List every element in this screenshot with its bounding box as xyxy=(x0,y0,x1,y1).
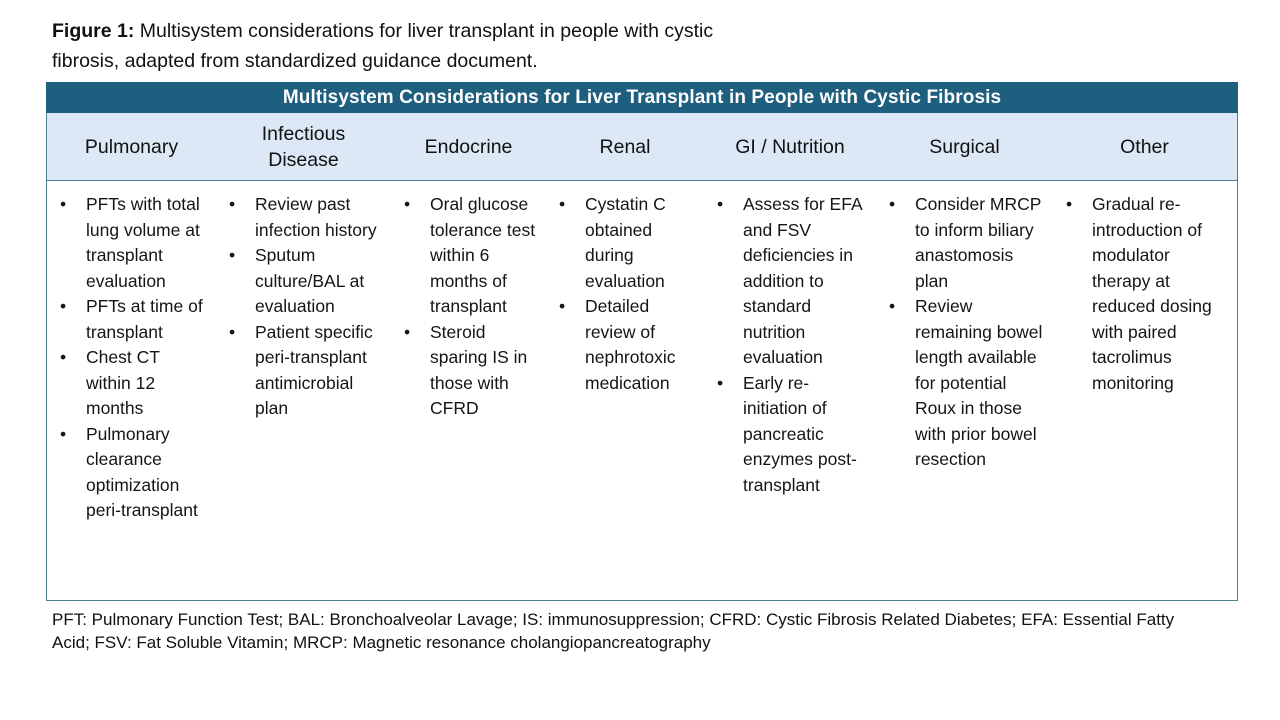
bullet-item: Consider MRCP to inform biliary anastomo… xyxy=(876,192,1045,294)
column-header-renal: Renal xyxy=(599,135,651,158)
bullet-list-gi-nutrition: Assess for EFA and FSV deficiencies in a… xyxy=(704,192,868,498)
bullet-item: Cystatin C obtained during evaluation xyxy=(546,192,696,294)
column-header-gi-nutrition: GI / Nutrition xyxy=(735,135,845,158)
column-body-gi-nutrition: Assess for EFA and FSV deficiencies in a… xyxy=(704,181,876,600)
column-header-surgical: Surgical xyxy=(929,135,1000,158)
considerations-table: Multisystem Considerations for Liver Tra… xyxy=(46,82,1238,601)
bullet-item: Oral glucose tolerance test within 6 mon… xyxy=(391,192,538,320)
bullet-item: Review past infection history xyxy=(216,192,383,243)
bullet-item: PFTs with total lung volume at transplan… xyxy=(47,192,208,294)
abbreviations-footnote: PFT: Pulmonary Function Test; BAL: Bronc… xyxy=(52,610,1175,652)
figure-label: Figure 1: xyxy=(52,20,135,42)
column-header-infectious-disease: Infectious Disease xyxy=(261,122,346,171)
bullet-item: PFTs at time of transplant xyxy=(47,294,208,345)
bullet-item: Sputum culture/BAL at evaluation xyxy=(216,243,383,320)
bullet-item: Gradual re-introduction of modulator the… xyxy=(1053,192,1228,396)
bullet-list-surgical: Consider MRCP to inform biliary anastomo… xyxy=(876,192,1045,473)
bullet-item: Early re-initiation of pancreatic enzyme… xyxy=(704,371,868,499)
bullet-item: Patient specific peri-transplant antimic… xyxy=(216,320,383,422)
column-body-renal: Cystatin C obtained during evaluationDet… xyxy=(546,181,704,600)
bullet-list-infectious-disease: Review past infection historySputum cult… xyxy=(216,192,383,422)
bullet-list-pulmonary: PFTs with total lung volume at transplan… xyxy=(47,192,208,524)
bullet-item: Pulmonary clearance optimization peri-tr… xyxy=(47,422,208,524)
bullet-item: Assess for EFA and FSV deficiencies in a… xyxy=(704,192,868,371)
bullet-list-other: Gradual re-introduction of modulator the… xyxy=(1053,192,1228,396)
column-header-other: Other xyxy=(1120,135,1169,158)
figure-caption-text: Multisystem considerations for liver tra… xyxy=(52,20,714,72)
table-title-bar: Multisystem Considerations for Liver Tra… xyxy=(46,82,1238,113)
column-body-infectious-disease: Review past infection historySputum cult… xyxy=(216,181,391,600)
column-header-endocrine: Endocrine xyxy=(424,135,513,158)
column-body-pulmonary: PFTs with total lung volume at transplan… xyxy=(47,181,216,600)
bullet-list-endocrine: Oral glucose tolerance test within 6 mon… xyxy=(391,192,538,422)
column-body-surgical: Consider MRCP to inform biliary anastomo… xyxy=(876,181,1053,600)
column-header-pulmonary: Pulmonary xyxy=(84,135,179,158)
bullet-item: Review remaining bowel length available … xyxy=(876,294,1045,473)
bullet-item: Detailed review of nephrotoxic medicatio… xyxy=(546,294,696,396)
table-header-row: Pulmonary Infectious Disease Endocrine R… xyxy=(46,113,1238,181)
bullet-item: Steroid sparing IS in those with CFRD xyxy=(391,320,538,422)
bullet-list-renal: Cystatin C obtained during evaluationDet… xyxy=(546,192,696,396)
figure-caption: Figure 1: Multisystem considerations for… xyxy=(52,16,732,76)
column-body-endocrine: Oral glucose tolerance test within 6 mon… xyxy=(391,181,546,600)
table-body-row: PFTs with total lung volume at transplan… xyxy=(46,181,1238,601)
column-body-other: Gradual re-introduction of modulator the… xyxy=(1053,181,1236,600)
bullet-item: Chest CT within 12 months xyxy=(47,345,208,422)
